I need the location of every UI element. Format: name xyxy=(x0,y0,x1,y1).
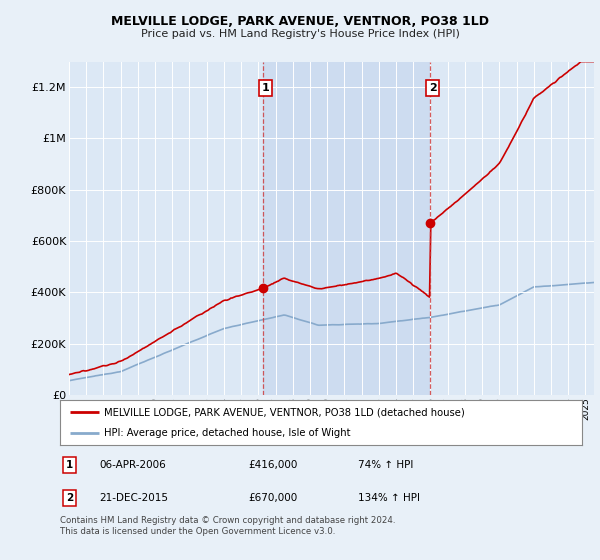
Text: 2: 2 xyxy=(66,493,73,503)
Text: £670,000: £670,000 xyxy=(248,493,297,503)
Text: 1: 1 xyxy=(66,460,73,470)
Text: MELVILLE LODGE, PARK AVENUE, VENTNOR, PO38 1LD: MELVILLE LODGE, PARK AVENUE, VENTNOR, PO… xyxy=(111,15,489,27)
Text: 21-DEC-2015: 21-DEC-2015 xyxy=(99,493,168,503)
Text: £416,000: £416,000 xyxy=(248,460,297,470)
Text: HPI: Average price, detached house, Isle of Wight: HPI: Average price, detached house, Isle… xyxy=(104,428,351,438)
Text: 2: 2 xyxy=(428,83,436,94)
Text: 74% ↑ HPI: 74% ↑ HPI xyxy=(358,460,413,470)
Text: 06-APR-2006: 06-APR-2006 xyxy=(99,460,166,470)
Text: MELVILLE LODGE, PARK AVENUE, VENTNOR, PO38 1LD (detached house): MELVILLE LODGE, PARK AVENUE, VENTNOR, PO… xyxy=(104,408,465,418)
Text: 1: 1 xyxy=(262,83,269,94)
Text: Price paid vs. HM Land Registry's House Price Index (HPI): Price paid vs. HM Land Registry's House … xyxy=(140,29,460,39)
Text: Contains HM Land Registry data © Crown copyright and database right 2024.
This d: Contains HM Land Registry data © Crown c… xyxy=(60,516,395,536)
Text: 134% ↑ HPI: 134% ↑ HPI xyxy=(358,493,419,503)
Bar xyxy=(263,62,430,395)
